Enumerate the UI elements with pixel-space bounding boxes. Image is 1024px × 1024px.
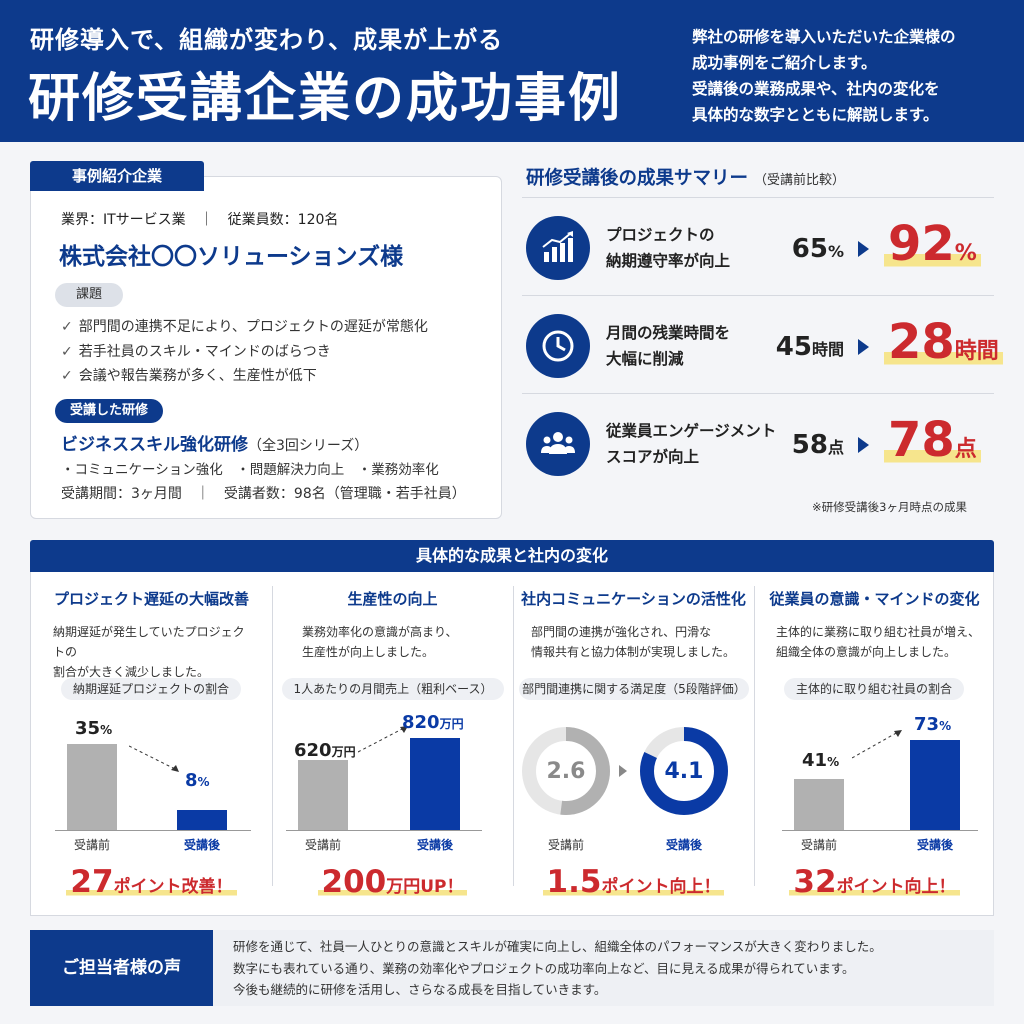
- chart-baseline: [286, 830, 482, 831]
- after-axis-label: 受講後: [916, 838, 953, 852]
- after-value-label: 8%: [185, 770, 210, 791]
- results-section-title: 具体的な成果と社内の変化: [30, 540, 994, 572]
- before-axis-label: 受講前: [304, 838, 341, 852]
- before-donut: [522, 727, 610, 815]
- result-highlight: 200万円UP！: [272, 864, 513, 900]
- company-tab-label: 事例紹介企業: [30, 161, 204, 191]
- after-bar: [410, 738, 460, 830]
- page-title: 研修受講企業の成功事例: [28, 69, 623, 129]
- before-value-label: 620万円: [294, 740, 356, 761]
- training-name: ビジネススキル強化研修（全3回シリーズ）: [61, 435, 369, 455]
- company-name: 株式会社〇〇ソリューションズ様: [59, 244, 404, 270]
- column-description: 部門間の連携が強化され、円滑な 情報共有と協力体制が実現しました。: [531, 625, 736, 659]
- after-bar: [910, 740, 960, 830]
- result-highlight: 32ポイント向上！: [754, 864, 995, 900]
- metric-label: 1人あたりの月間売上（粗利ベース）: [282, 678, 504, 700]
- after-value-label: 73%: [914, 714, 952, 735]
- page-header: 研修導入で、組織が変わり、成果が上がる 研修受講企業の成功事例 弊社の研修を導入…: [0, 0, 1024, 142]
- after-donut-arc: [640, 727, 728, 815]
- result-column: 従業員の意識・マインドの変化 主体的に業務に取り組む社員が増え、 組織全体の意識が…: [754, 572, 995, 916]
- result-highlight: 1.5ポイント向上！: [513, 864, 754, 900]
- column-title: 生産性の向上: [347, 590, 438, 608]
- before-donut-arc: [522, 727, 610, 815]
- summary-footnote: ※研修受講後3ヶ月時点の成果: [812, 500, 967, 514]
- training-badge: 受講した研修: [55, 399, 163, 423]
- voice-text: 研修を通じて、社員一人ひとりの意識とスキルが確実に向上し、組織全体のパフォーマン…: [213, 930, 994, 1006]
- before-axis-label: 受講前: [73, 838, 110, 852]
- issue-item: ✓ 部門間の連携不足により、プロジェクトの遅延が常態化: [61, 319, 428, 335]
- results-panel: プロジェクト遅延の大幅改善 納期遅延が発生していたプロジェクトの 割合が大きく減少…: [30, 572, 994, 916]
- summary-before-value: 58点: [791, 430, 844, 460]
- company-meta: 業界：ITサービス業 ｜ 従業員数：120名: [61, 212, 339, 228]
- before-axis-label: 受講前: [800, 838, 837, 852]
- metric-label: 主体的に取り組む社員の割合: [784, 678, 964, 700]
- summary-before-value: 65%: [791, 234, 844, 264]
- column-title: プロジェクト遅延の大幅改善: [53, 590, 249, 608]
- column-description: 納期遅延が発生していたプロジェクトの 割合が大きく減少しました。: [53, 625, 245, 679]
- arrow-right-icon: [858, 241, 869, 257]
- before-bar: [794, 779, 844, 830]
- summary-after-value: 78点: [884, 412, 981, 468]
- issue-item: ✓ 会議や報告業務が多く、生産性が低下: [61, 368, 317, 384]
- training-topics: ・コミュニケーション強化 ・問題解決力向上 ・業務効率化: [61, 462, 439, 478]
- metric-label: 納期遅延プロジェクトの割合: [61, 678, 241, 700]
- before-value-label: 2.6: [546, 759, 586, 784]
- check-icon: ✓: [61, 343, 73, 360]
- after-bar: [177, 810, 227, 830]
- before-bar: [298, 760, 348, 830]
- column-title: 従業員の意識・マインドの変化: [769, 590, 980, 608]
- summary-label: プロジェクトの 納期遵守率が向上: [606, 226, 731, 270]
- arrow-right-icon: [858, 437, 869, 453]
- chart-baseline: [55, 830, 251, 831]
- header-subtitle: 研修導入で、組織が変わり、成果が上がる: [30, 26, 504, 54]
- before-bar: [67, 744, 117, 830]
- summary-row: 従業員エンゲージメント スコアが向上 58点 78点: [522, 393, 994, 491]
- summary-label: 従業員エンゲージメント スコアが向上: [606, 422, 777, 466]
- before-value-label: 35%: [75, 718, 113, 739]
- voice-label: ご担当者様の声: [30, 930, 213, 1006]
- dashed-arrow-icon: [358, 726, 408, 753]
- check-icon: ✓: [61, 368, 73, 384]
- chart-up-icon: [526, 216, 590, 280]
- before-axis-label: 受講前: [547, 838, 584, 852]
- after-donut: [640, 727, 728, 815]
- summary-label: 月間の残業時間を 大幅に削減: [606, 324, 731, 368]
- training-period: 受講期間：3ヶ月間 ｜ 受講者数：98名（管理職・若手社員）: [61, 486, 466, 502]
- company-card: 業界：ITサービス業 ｜ 従業員数：120名 株式会社〇〇ソリューションズ様 課…: [30, 176, 502, 519]
- result-highlight: 27ポイント改善！: [31, 864, 272, 900]
- arrow-right-icon: [619, 765, 627, 777]
- issue-item: ✓ 若手社員のスキル・マインドのばらつき: [61, 343, 331, 360]
- after-axis-label: 受講後: [183, 838, 220, 852]
- summary-title: 研修受講後の成果サマリー （受講前比較）: [526, 168, 846, 189]
- arrow-right-icon: [858, 339, 869, 355]
- summary-after-value: 92%: [884, 216, 981, 272]
- header-description: 弊社の研修を導入いただいた企業様の 成功事例をご紹介します。 受講後の業務成果や…: [692, 28, 956, 124]
- column-title: 社内コミュニケーションの活性化: [521, 590, 746, 608]
- issue-list: ✓ 部門間の連携不足により、プロジェクトの遅延が常態化 ✓ 若手社員のスキル・マイン…: [61, 315, 428, 389]
- column-description: 業務効率化の意識が高まり、 生産性が向上しました。: [302, 625, 458, 659]
- summary-row: プロジェクトの 納期遵守率が向上 65% 92%: [522, 197, 994, 295]
- check-icon: ✓: [61, 319, 73, 335]
- result-column: 社内コミュニケーションの活性化 部門間の連携が強化され、円滑な 情報共有と協力体制…: [513, 572, 754, 916]
- clock-icon: [526, 314, 590, 378]
- after-axis-label: 受講後: [665, 838, 702, 852]
- column-description: 主体的に業務に取り組む社員が増え、 組織全体の意識が向上しました。: [776, 625, 981, 659]
- people-icon: [526, 412, 590, 476]
- after-value-label: 4.1: [664, 759, 704, 784]
- metric-label: 部門間連携に関する満足度（5段階評価）: [519, 678, 749, 700]
- dashed-arrow-icon: [852, 730, 902, 759]
- result-column: プロジェクト遅延の大幅改善 納期遅延が発生していたプロジェクトの 割合が大きく減少…: [31, 572, 272, 916]
- after-axis-label: 受講後: [416, 838, 453, 852]
- summary-row: 月間の残業時間を 大幅に削減 45時間 28時間: [522, 295, 1003, 393]
- summary-after-value: 28時間: [884, 314, 1003, 370]
- issue-badge: 課題: [55, 283, 123, 307]
- dashed-arrow-icon: [129, 745, 179, 772]
- result-column: 生産性の向上 業務効率化の意識が高まり、 生産性が向上しました。 1人あたりの月間…: [272, 572, 513, 916]
- chart-baseline: [782, 830, 978, 831]
- after-value-label: 820万円: [402, 712, 464, 733]
- summary-before-value: 45時間: [775, 332, 844, 362]
- before-value-label: 41%: [802, 750, 840, 771]
